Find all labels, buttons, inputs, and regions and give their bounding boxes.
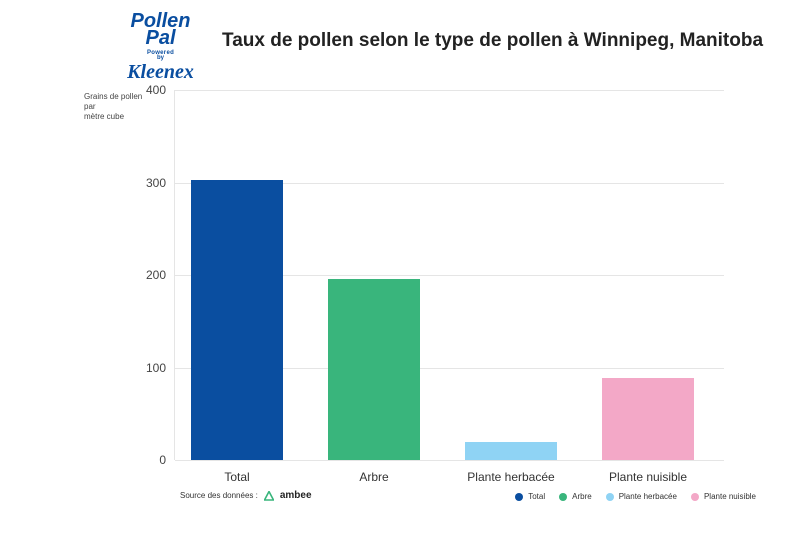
legend-label: Total (528, 492, 545, 501)
provider-triangle-icon (264, 491, 274, 501)
legend-item: Plante herbacée (606, 492, 677, 501)
source-provider: ambee (280, 490, 312, 501)
legend: Total Arbre Plante herbacée Plante nuisible (515, 492, 756, 501)
chart-title: Taux de pollen selon le type de pollen à… (222, 30, 763, 52)
legend-label: Plante herbacée (619, 492, 677, 501)
legend-label: Arbre (572, 492, 592, 501)
yaxis-title-line1: Grains de pollen par (84, 92, 142, 111)
data-source: Source des données : ambee (180, 490, 312, 501)
ytick-label: 400 (146, 83, 166, 97)
bar-chart: 0100200300400TotalArbrePlante herbacéePl… (174, 90, 724, 460)
bar (328, 279, 420, 460)
logo-brand: Kleenex (118, 61, 203, 84)
legend-swatch (691, 493, 699, 501)
source-label: Source des données : (180, 491, 258, 500)
category-label: Plante nuisible (580, 470, 717, 484)
yaxis-title: Grains de pollen par mètre cube (84, 92, 154, 122)
legend-swatch (515, 493, 523, 501)
legend-label: Plante nuisible (704, 492, 756, 501)
bar (465, 442, 557, 460)
brand-logo: Pollen Pal Powered by Kleenex (118, 12, 203, 84)
bar (602, 378, 694, 460)
legend-item: Total (515, 492, 545, 501)
yaxis-title-line2: mètre cube (84, 112, 124, 121)
legend-swatch (559, 493, 567, 501)
ytick-label: 100 (146, 361, 166, 375)
gridline (175, 90, 724, 91)
bar (191, 180, 283, 460)
category-label: Total (169, 470, 306, 484)
legend-item: Plante nuisible (691, 492, 756, 501)
ytick-label: 0 (159, 453, 166, 467)
gridline (175, 460, 724, 461)
legend-item: Arbre (559, 492, 592, 501)
ytick-label: 200 (146, 268, 166, 282)
category-label: Arbre (306, 470, 443, 484)
legend-swatch (606, 493, 614, 501)
category-label: Plante herbacée (443, 470, 580, 484)
ytick-label: 300 (146, 176, 166, 190)
